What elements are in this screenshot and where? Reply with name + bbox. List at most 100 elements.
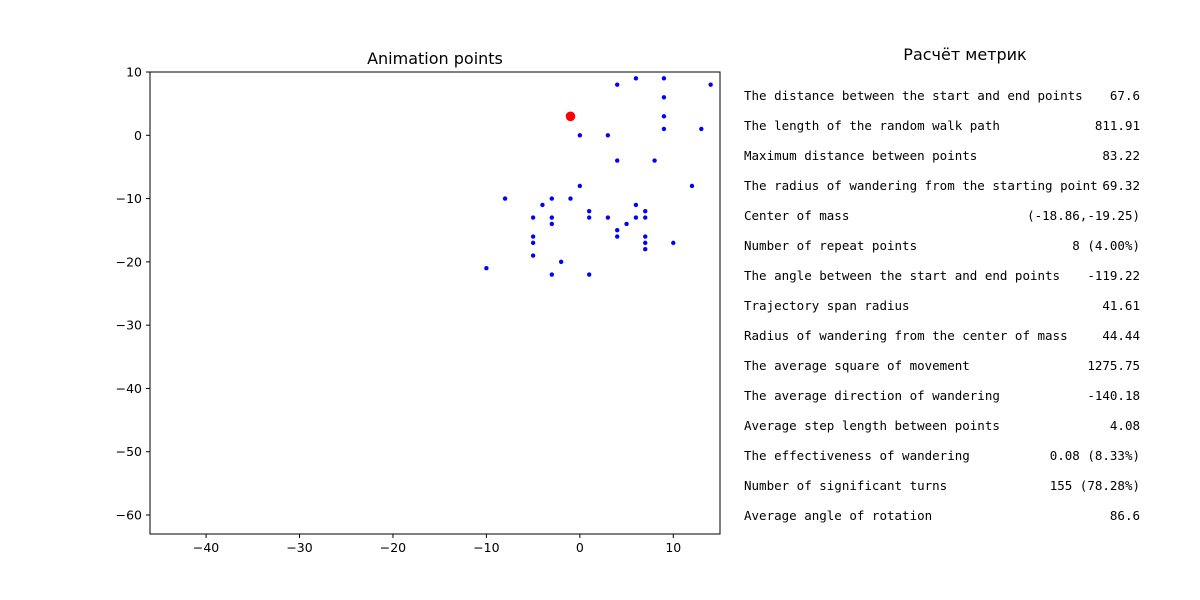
data-point <box>586 272 592 277</box>
data-point <box>689 183 695 189</box>
data-point <box>661 126 667 132</box>
metric-label: The radius of wandering from the startin… <box>744 178 1098 193</box>
chart-title: Animation points <box>367 49 503 68</box>
metric-label: Average step length between points <box>744 418 1000 433</box>
metric-row: Average step length between points 4.08 <box>744 418 1140 434</box>
metric-value: 83.22 <box>1102 148 1140 163</box>
x-tick-label: 0 <box>576 540 584 555</box>
y-tick-label: −60 <box>116 508 142 523</box>
data-point <box>549 215 555 220</box>
data-point <box>643 247 648 252</box>
metric-label: The distance between the start and end p… <box>744 88 1083 103</box>
metric-label: The angle between the start and end poin… <box>744 268 1061 283</box>
current-point <box>565 111 576 122</box>
metric-row: The length of the random walk path 811.91 <box>744 118 1140 134</box>
data-point <box>661 114 667 119</box>
data-point <box>615 234 620 239</box>
data-point <box>615 82 620 87</box>
metric-value: (-18.86,-19.25) <box>1027 208 1140 223</box>
metric-label: Number of repeat points <box>744 238 918 253</box>
data-point <box>502 196 508 201</box>
y-tick-label: 10 <box>126 65 142 80</box>
data-point <box>661 76 667 81</box>
metric-value: -140.18 <box>1087 388 1140 403</box>
plot-area-frame <box>149 71 721 535</box>
metric-value: 811.91 <box>1094 118 1140 133</box>
data-point <box>577 133 583 138</box>
data-point <box>549 272 555 277</box>
data-point <box>577 183 583 189</box>
data-point <box>708 82 713 87</box>
metric-label: The average direction of wandering <box>744 388 1000 403</box>
data-point <box>605 215 611 220</box>
metric-label: The length of the random walk path <box>744 118 1000 133</box>
data-point <box>530 215 536 220</box>
data-point <box>652 158 657 163</box>
y-tick-label: −50 <box>116 444 142 459</box>
data-point <box>615 158 620 163</box>
metric-value: 69.32 <box>1102 178 1140 193</box>
data-point <box>484 265 489 271</box>
metric-row: Average angle of rotation 86.6 <box>744 508 1140 524</box>
data-point <box>633 215 639 220</box>
x-tick-label: −20 <box>380 540 406 555</box>
metric-row: Maximum distance between points 83.22 <box>744 148 1140 164</box>
metric-row: Number of repeat points 8 (4.00%) <box>744 238 1140 254</box>
metric-row: The average square of movement 1275.75 <box>744 358 1140 374</box>
x-tick-label: −40 <box>193 540 219 555</box>
metric-label: The average square of movement <box>744 358 970 373</box>
metric-value: 67.6 <box>1109 88 1140 103</box>
metric-label: Center of mass <box>744 208 850 223</box>
metric-label: The effectiveness of wandering <box>744 448 970 463</box>
metrics-title: Расчёт метрик <box>903 45 1027 64</box>
metric-row: Radius of wandering from the center of m… <box>744 328 1140 344</box>
data-point <box>530 253 536 258</box>
data-point <box>661 95 667 100</box>
metric-value: 44.44 <box>1102 328 1140 343</box>
data-point <box>568 196 573 201</box>
data-point <box>643 209 648 214</box>
data-point <box>605 133 611 138</box>
metric-label: Radius of wandering from the center of m… <box>744 328 1068 343</box>
metric-row: The average direction of wandering -140.1… <box>744 388 1140 404</box>
metric-label: Number of significant turns <box>744 478 948 493</box>
metric-label: Trajectory span radius <box>744 298 910 313</box>
metric-row: Number of significant turns 155 (78.28%) <box>744 478 1140 494</box>
metric-value: 155 (78.28%) <box>1049 478 1140 493</box>
data-point <box>671 240 676 246</box>
y-tick-label: 0 <box>134 128 142 143</box>
y-tick-label: −10 <box>116 191 142 206</box>
data-point <box>549 196 555 201</box>
x-tick-label: −30 <box>286 540 312 555</box>
points-layer <box>484 76 713 277</box>
metric-label: Maximum distance between points <box>744 148 978 163</box>
metric-row: Trajectory span radius 41.61 <box>744 298 1140 314</box>
x-axis: −40 −30 −20 −10 0 10 <box>193 534 681 555</box>
y-tick-label: −30 <box>116 318 142 333</box>
metric-value: 1275.75 <box>1087 358 1140 373</box>
data-point <box>615 228 620 233</box>
data-point <box>624 221 629 227</box>
metric-value: 0.08 (8.33%) <box>1049 448 1140 463</box>
metric-row: The distance between the start and end p… <box>744 88 1140 104</box>
metric-row: Center of mass (-18.86,-19.25) <box>744 208 1140 224</box>
metric-label: Average angle of rotation <box>744 508 933 523</box>
data-point <box>586 215 592 220</box>
data-point <box>643 234 648 239</box>
data-point <box>558 259 564 265</box>
y-axis: 10 0 −10 −20 −30 −40 −50 −60 <box>116 65 150 523</box>
data-point <box>633 202 639 208</box>
y-tick-label: −20 <box>116 254 142 269</box>
data-point <box>586 209 592 214</box>
x-tick-label: 10 <box>665 540 681 555</box>
metric-row: The radius of wandering from the startin… <box>744 178 1140 194</box>
metric-value: 8 (4.00%) <box>1072 238 1140 253</box>
metric-value: 86.6 <box>1109 508 1140 523</box>
data-point <box>549 221 555 227</box>
metric-row: The effectiveness of wandering 0.08 (8.33… <box>744 448 1140 464</box>
metric-value: -119.22 <box>1087 268 1140 283</box>
data-point <box>540 202 545 208</box>
metric-value: 41.61 <box>1102 298 1140 313</box>
x-tick-label: −10 <box>473 540 499 555</box>
